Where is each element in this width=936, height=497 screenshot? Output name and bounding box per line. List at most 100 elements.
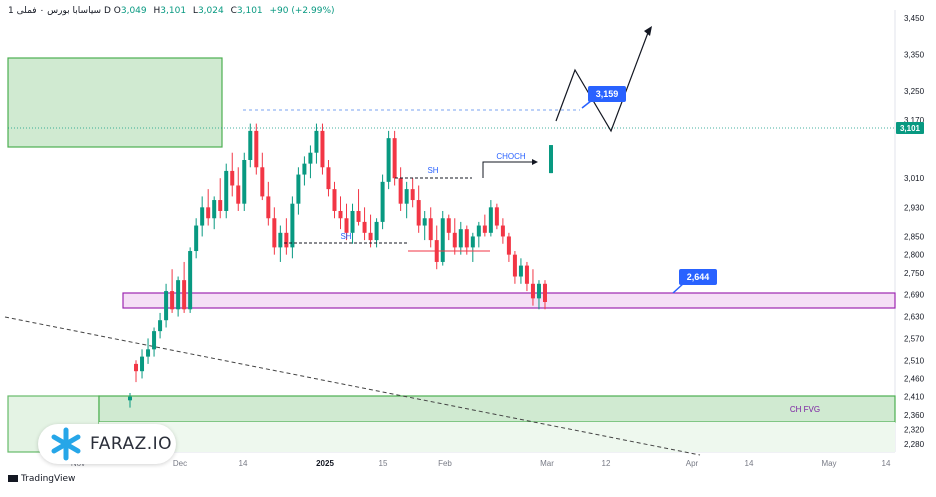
choch-label: CHOCH	[496, 152, 526, 161]
candle-body	[266, 196, 271, 219]
support-label: 2,644	[687, 272, 710, 282]
candle-body	[404, 189, 409, 204]
candle-body	[368, 232, 373, 241]
y-tick-label: 3,450	[904, 14, 925, 23]
candle-body	[482, 225, 487, 233]
candle-body	[194, 225, 199, 252]
candle-body	[302, 163, 307, 175]
low-label: L	[192, 6, 198, 16]
x-tick-label: 14	[882, 459, 891, 468]
candle-body	[242, 160, 247, 204]
candle-body	[524, 265, 529, 284]
target-label: 3,159	[596, 89, 619, 99]
y-tick-label: 3,350	[904, 50, 925, 59]
x-tick-label: Dec	[173, 459, 187, 468]
y-tick-label: 2,320	[904, 425, 925, 434]
open-label: O	[113, 6, 121, 16]
x-tick-label: 14	[239, 459, 248, 468]
candle-body	[386, 138, 391, 182]
candle-body	[284, 232, 289, 248]
candle-body	[356, 210, 361, 222]
y-tick-label: 2,360	[904, 411, 925, 420]
candle-body	[308, 152, 313, 164]
candle-body	[536, 283, 541, 299]
candle-body	[236, 185, 241, 204]
symbol-header: 1 سیاسابا بورس ۰ فملی D O3,049 H3,101 L3…	[8, 6, 335, 16]
y-tick-label: 2,460	[904, 374, 925, 383]
candle-body	[326, 167, 331, 190]
candle-body	[440, 218, 445, 262]
candle-body	[278, 232, 283, 248]
candle-body	[422, 218, 427, 226]
choch-arrow-line	[482, 161, 535, 178]
y-tick-label: 2,750	[904, 269, 925, 278]
tradingview-logo-icon	[8, 475, 18, 482]
snowflake-logo-icon	[51, 427, 81, 461]
low-value: 3,024	[197, 6, 224, 16]
high-label: H	[153, 6, 161, 16]
candle-body	[374, 221, 379, 241]
candle-body	[428, 218, 433, 241]
candle-body	[338, 210, 343, 219]
candle-body	[392, 138, 397, 179]
candle-body	[320, 130, 325, 168]
brand-logo[interactable]: FARAZ.IO	[38, 424, 176, 464]
candle-body	[290, 203, 295, 248]
open-value: 3,049	[120, 6, 147, 16]
candle-body	[458, 229, 463, 248]
x-tick-label: Mar	[540, 459, 554, 468]
last-price-tag	[896, 122, 924, 134]
y-tick-label: 3,010	[904, 174, 925, 183]
supply-zone	[7, 57, 223, 148]
candle-body	[248, 130, 253, 160]
x-tick-label: Apr	[686, 459, 699, 468]
y-tick-label: 3,170	[904, 116, 925, 125]
y-tick-label: 2,800	[904, 251, 925, 260]
candle-body	[164, 291, 169, 321]
y-tick-label: 2,930	[904, 203, 925, 212]
choch-arrow-head-icon	[532, 159, 538, 165]
candle-body	[152, 331, 157, 350]
candle-body	[296, 174, 301, 204]
candle-body	[500, 225, 505, 237]
candle-body	[134, 363, 139, 372]
candle-body	[206, 207, 211, 219]
trend-line	[4, 316, 701, 456]
candle-body	[314, 130, 319, 153]
x-tick-label: 2025	[316, 459, 334, 468]
symbol-name[interactable]: سیاسابا	[72, 6, 102, 16]
y-tick-label: 2,510	[904, 356, 925, 365]
price-axis-bg	[895, 0, 936, 492]
sh-lower-label: SH	[340, 232, 351, 241]
y-tick-label: 2,280	[904, 440, 925, 449]
tradingview-footer[interactable]: TradingView	[8, 474, 75, 484]
candle-body	[260, 167, 265, 197]
x-tick-label: May	[821, 459, 836, 468]
ch-fvg-label: CH FVG	[790, 405, 820, 414]
candle-body	[488, 207, 493, 233]
x-tick-label: Feb	[438, 459, 452, 468]
candle-body	[218, 200, 223, 211]
projection-path	[555, 29, 650, 133]
candle-body	[230, 170, 235, 186]
candle-body	[518, 265, 523, 277]
candle-body	[344, 218, 349, 233]
candle-body	[362, 221, 367, 233]
candle-body	[410, 189, 415, 201]
y-tick-label: 3,250	[904, 87, 925, 96]
candle-body	[272, 218, 277, 248]
candle-body	[182, 280, 187, 310]
sh-upper-label: SH	[427, 166, 438, 175]
x-tick-label: 14	[745, 459, 754, 468]
candle-body	[446, 218, 451, 233]
candle-body	[188, 251, 193, 310]
candle-body	[398, 178, 403, 204]
candle-body	[128, 396, 132, 401]
x-tick-label: 12	[602, 459, 611, 468]
candle-body	[212, 200, 217, 219]
footer-text: TradingView	[21, 474, 76, 484]
logo-text: FARAZ.IO	[90, 434, 173, 454]
timeframe[interactable]: D	[103, 6, 111, 16]
